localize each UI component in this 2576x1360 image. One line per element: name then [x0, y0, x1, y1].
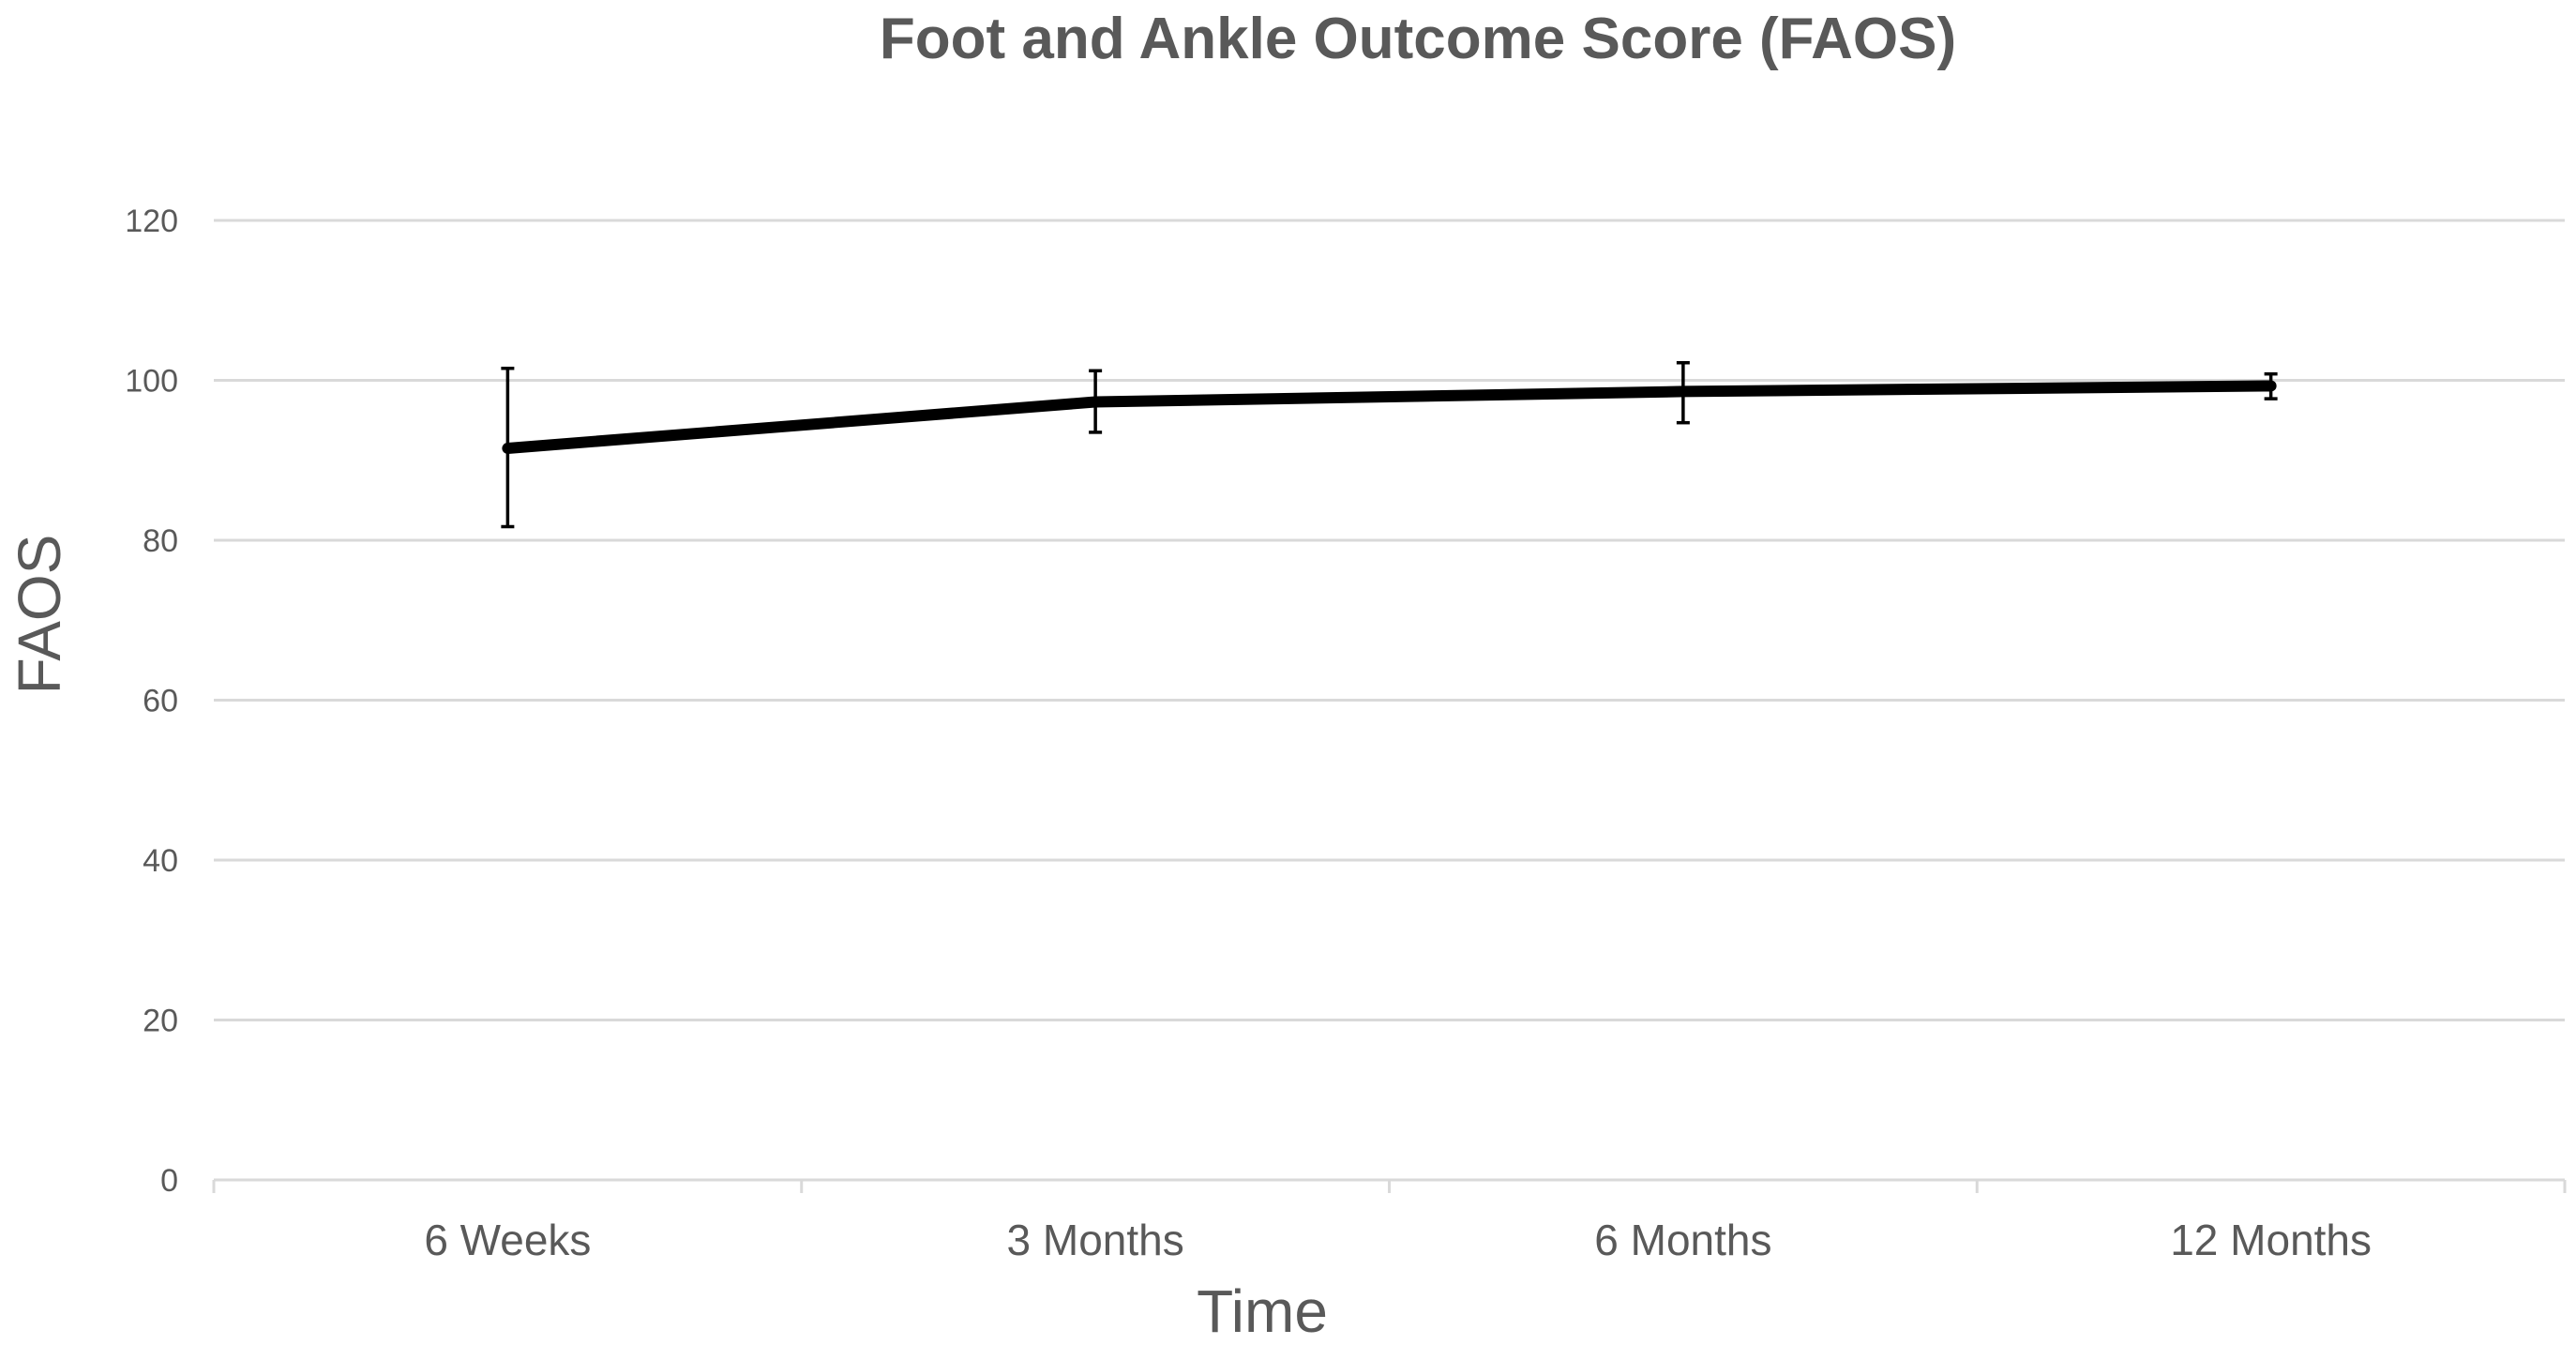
y-tick-label: 100 — [125, 364, 178, 400]
gridlines — [214, 219, 2565, 1021]
x-axis — [212, 1178, 2567, 1193]
series-line — [502, 380, 2277, 454]
x-axis-label: Time — [1197, 1277, 1328, 1345]
x-tick-label: 6 Months — [1594, 1216, 1771, 1264]
y-axis-label: FAOS — [6, 535, 73, 695]
y-tick-label: 40 — [143, 843, 178, 879]
error-bar — [1089, 369, 1103, 434]
series — [501, 360, 2278, 529]
error-bar — [501, 366, 515, 529]
y-tick-label: 80 — [143, 523, 178, 559]
chart-title: Foot and Ankle Outcome Score (FAOS) — [880, 7, 1956, 71]
x-tick-label: 12 Months — [2170, 1216, 2372, 1264]
y-tick-label: 60 — [143, 684, 178, 719]
x-axis-ticks: 6 Weeks 3 Months 6 Months 12 Months — [424, 1216, 2372, 1264]
error-bar — [1676, 360, 1690, 425]
y-axis-ticks: 0 20 40 60 80 100 120 — [125, 204, 178, 1199]
x-tick-label: 3 Months — [1007, 1216, 1184, 1264]
error-bar — [2264, 371, 2278, 400]
x-tick-label: 6 Weeks — [424, 1216, 591, 1264]
y-tick-label: 0 — [160, 1163, 178, 1199]
y-tick-label: 20 — [143, 1004, 178, 1039]
y-tick-label: 120 — [125, 204, 178, 239]
